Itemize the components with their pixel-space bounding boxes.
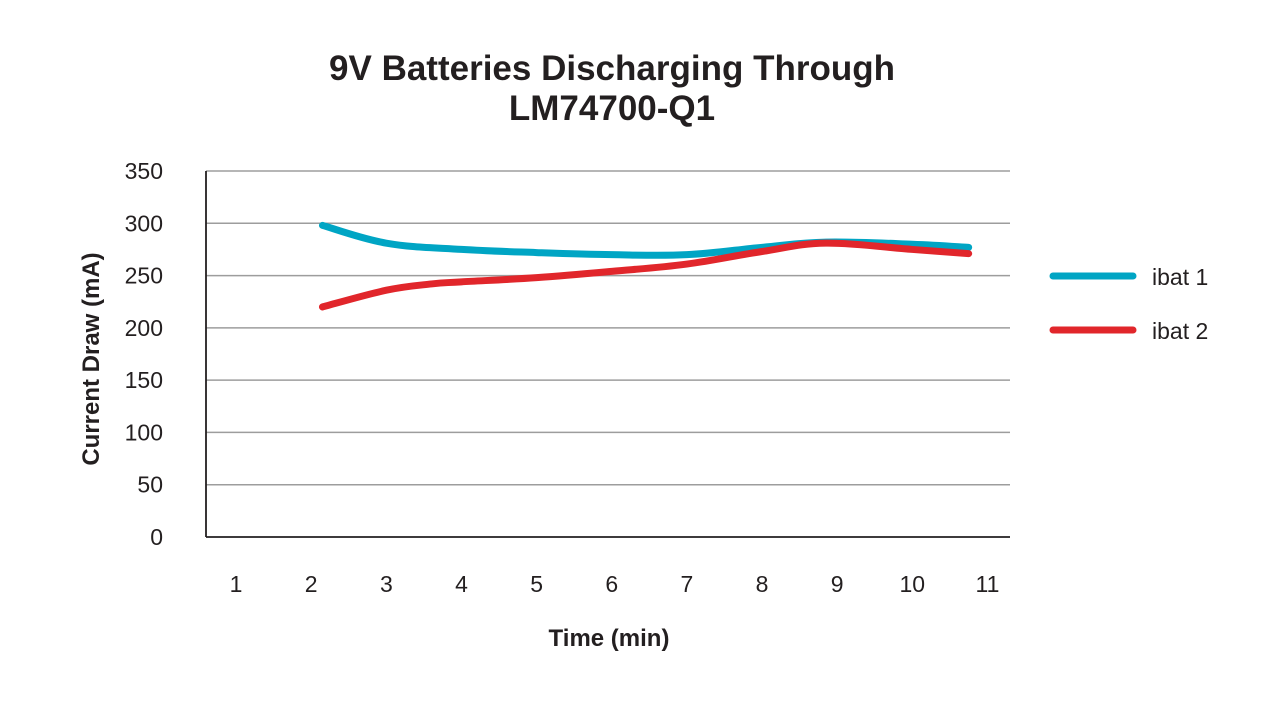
legend: ibat 1 ibat 2: [1049, 264, 1208, 344]
x-tick-label: 8: [756, 571, 769, 597]
y-tick-label: 200: [125, 315, 163, 341]
x-tick-label: 3: [380, 571, 393, 597]
x-tick-label: 2: [305, 571, 318, 597]
x-tick-label: 6: [605, 571, 618, 597]
x-tick-label: 7: [680, 571, 693, 597]
x-tick-label: 10: [900, 571, 926, 597]
y-tick-label: 50: [137, 472, 163, 498]
chart-title-line-1: 9V Batteries Discharging Through: [329, 49, 895, 88]
x-tick-label: 11: [976, 571, 1000, 597]
x-tick-label: 9: [831, 571, 844, 597]
x-tick-label: 5: [530, 571, 543, 597]
y-axis-label: Current Draw (mA): [78, 252, 105, 465]
series-lines: [318, 221, 973, 311]
y-tick-label: 250: [125, 263, 163, 289]
x-axis-label: Time (min): [549, 625, 670, 652]
x-tick-labels: 1 2 3 4 5 6 7 8 9 10 11: [230, 571, 1000, 597]
legend-label-ibat-1: ibat 1: [1152, 264, 1208, 290]
series-line-ibat-2: [318, 239, 973, 311]
y-tick-labels: 0 50 100 150 200 250 300 350: [125, 158, 163, 550]
chart-title-line-2: LM74700-Q1: [509, 89, 715, 128]
legend-label-ibat-2: ibat 2: [1152, 318, 1208, 344]
x-tick-label: 1: [230, 571, 243, 597]
y-tick-label: 350: [125, 158, 163, 184]
y-tick-label: 0: [150, 524, 163, 550]
y-tick-label: 100: [125, 419, 163, 445]
y-tick-label: 300: [125, 210, 163, 236]
gridlines: [206, 170, 1010, 486]
y-tick-label: 150: [125, 367, 163, 393]
series-line-ibat-1: [318, 221, 973, 259]
x-tick-label: 4: [455, 571, 468, 597]
axes: [205, 171, 1010, 538]
